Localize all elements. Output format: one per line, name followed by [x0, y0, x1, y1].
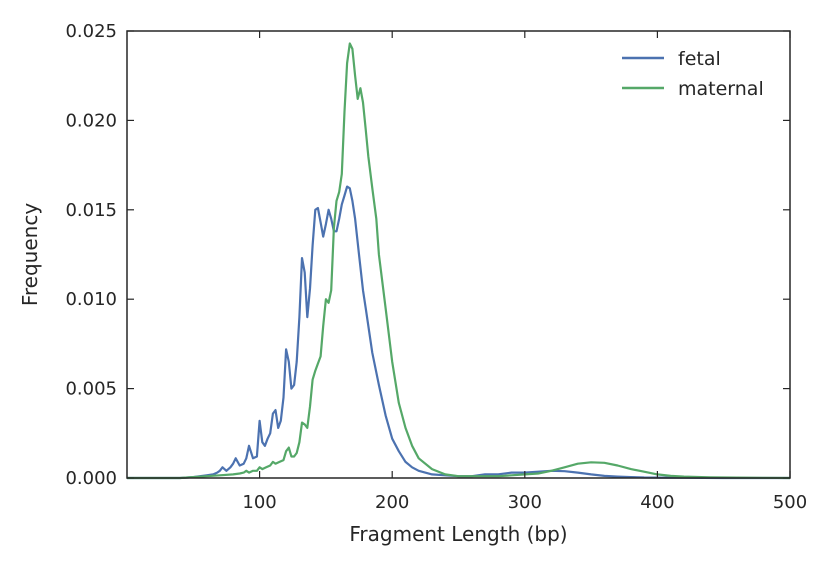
y-tick-label: 0.015 — [65, 200, 117, 221]
y-tick-label: 0.005 — [65, 379, 117, 400]
legend: fetal maternal — [622, 48, 764, 100]
legend-label-fetal: fetal — [678, 48, 721, 70]
x-tick-label: 100 — [242, 492, 276, 513]
series-lines — [127, 42, 791, 480]
plot-frame — [126, 30, 791, 479]
x-tick-label: 200 — [375, 492, 409, 513]
y-tick-label: 0.025 — [65, 21, 117, 42]
y-tick-label: 0.020 — [65, 110, 117, 131]
x-tick-label: 300 — [508, 492, 542, 513]
axis-ticks: 100 200 300 400 500 0.000 0.005 0.010 0.015 0.020… — [65, 21, 807, 513]
legend-label-maternal: maternal — [678, 78, 764, 100]
x-tick-label: 500 — [773, 492, 807, 513]
x-axis-label: Fragment Length (bp) — [349, 522, 567, 546]
y-tick-label: 0.010 — [65, 289, 117, 310]
y-axis-label: Frequency — [18, 203, 42, 306]
y-tick-label: 0.000 — [65, 468, 117, 489]
series-line-maternal — [127, 42, 791, 480]
x-tick-label: 400 — [640, 492, 674, 513]
series-line-fetal — [127, 185, 790, 480]
